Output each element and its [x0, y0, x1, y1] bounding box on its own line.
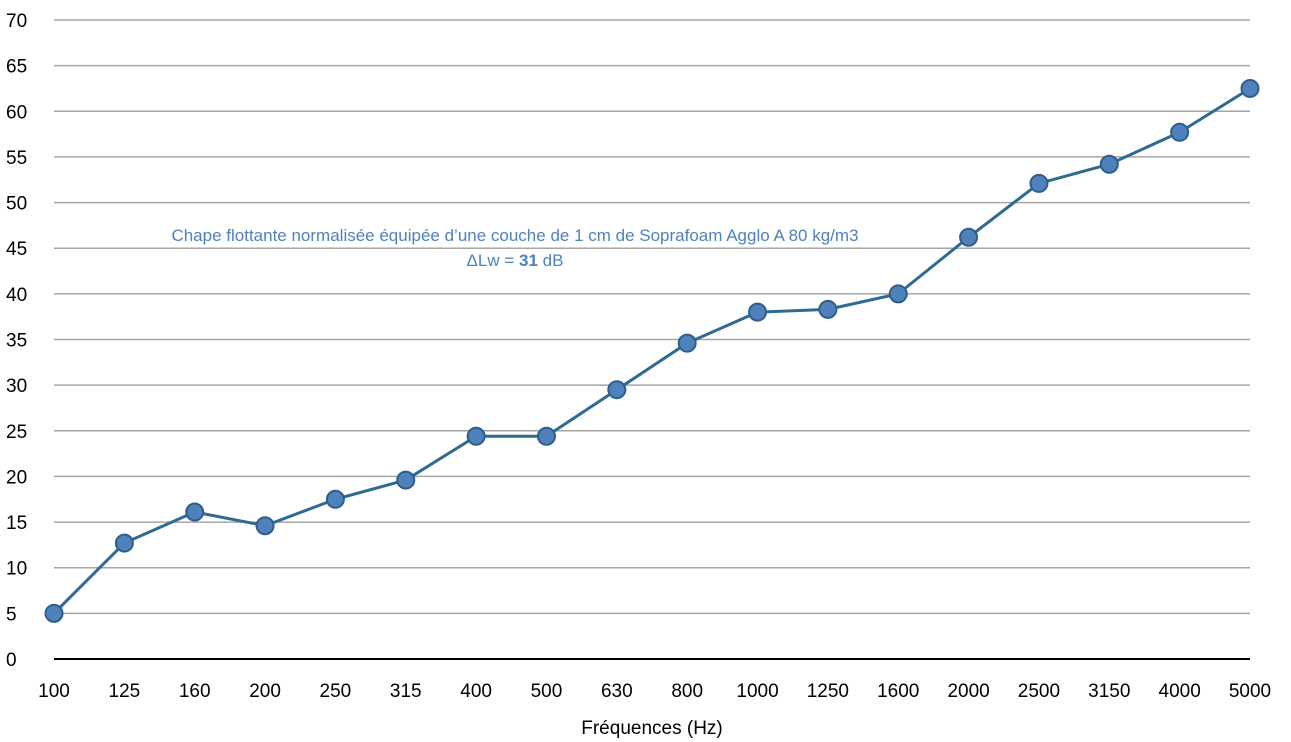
- x-tick-label: 1250: [807, 681, 849, 702]
- series-group: [52, 87, 1251, 615]
- data-point: [1099, 154, 1119, 174]
- y-tick-label: 25: [6, 422, 27, 443]
- data-point: [748, 302, 768, 322]
- data-point: [888, 284, 908, 304]
- series-markers: [44, 78, 1260, 623]
- x-tick-label: 3150: [1088, 681, 1130, 702]
- x-tick-label: 125: [109, 681, 141, 702]
- series-line: [52, 87, 1251, 615]
- y-tick-label: 50: [6, 194, 27, 215]
- y-tick-label: 35: [6, 331, 27, 352]
- annotation-line-2: ΔLw = 31 dB: [467, 251, 564, 270]
- y-tick-label: 55: [6, 148, 27, 169]
- annotation-value: 31: [519, 251, 538, 270]
- x-tick-label: 630: [601, 681, 633, 702]
- data-point: [677, 333, 697, 353]
- data-point: [396, 470, 416, 490]
- data-point: [1170, 122, 1190, 142]
- x-tick-labels: 100 125 160 200 250 315 400 500 630 800 1000 1250 16…: [38, 681, 1271, 702]
- data-point: [536, 426, 556, 446]
- x-tick-label: 160: [179, 681, 211, 702]
- data-point: [959, 227, 979, 247]
- data-point: [185, 502, 205, 522]
- y-tick-label: 15: [6, 513, 27, 534]
- x-tick-label: 100: [38, 681, 70, 702]
- annotation-delta-label: ΔLw =: [467, 251, 519, 270]
- x-tick-label: 2000: [947, 681, 989, 702]
- y-tick-label: 70: [6, 11, 27, 32]
- y-tick-label: 5: [6, 604, 17, 625]
- x-tick-label: 400: [460, 681, 492, 702]
- y-tick-label: 45: [6, 239, 27, 260]
- data-point: [114, 533, 134, 553]
- y-tick-labels: 0 5 10 15 20 25 30 35 40 45 50 55 60 65 70: [6, 11, 27, 671]
- y-tick-label: 60: [6, 102, 27, 123]
- x-tick-label: 2500: [1018, 681, 1060, 702]
- data-point: [607, 380, 627, 400]
- data-point: [1029, 173, 1049, 193]
- x-tick-label: 315: [390, 681, 422, 702]
- y-tick-label: 30: [6, 376, 27, 397]
- data-point: [466, 426, 486, 446]
- data-point: [255, 516, 275, 536]
- annotation-unit: dB: [538, 251, 564, 270]
- y-tick-label: 65: [6, 57, 27, 78]
- annotation-line-1: Chape flottante normalisée équipée d’une…: [171, 226, 858, 245]
- data-point: [818, 299, 838, 319]
- x-tick-label: 5000: [1229, 681, 1271, 702]
- x-tick-label: 200: [249, 681, 281, 702]
- x-tick-label: 4000: [1159, 681, 1201, 702]
- x-axis-title: Fréquences (Hz): [581, 718, 723, 739]
- y-tick-label: 10: [6, 559, 27, 580]
- gridlines: [54, 19, 1250, 615]
- data-point: [44, 603, 64, 623]
- x-tick-label: 800: [671, 681, 703, 702]
- x-tick-label: 250: [320, 681, 352, 702]
- x-tick-label: 1600: [877, 681, 919, 702]
- y-tick-label: 0: [6, 650, 17, 671]
- data-point: [1240, 78, 1260, 98]
- x-tick-label: 1000: [736, 681, 778, 702]
- x-tick-label: 500: [531, 681, 563, 702]
- y-tick-label: 40: [6, 285, 27, 306]
- y-tick-label: 20: [6, 467, 27, 488]
- annotation: Chape flottante normalisée équipée d’une…: [171, 226, 858, 270]
- data-point: [325, 489, 345, 509]
